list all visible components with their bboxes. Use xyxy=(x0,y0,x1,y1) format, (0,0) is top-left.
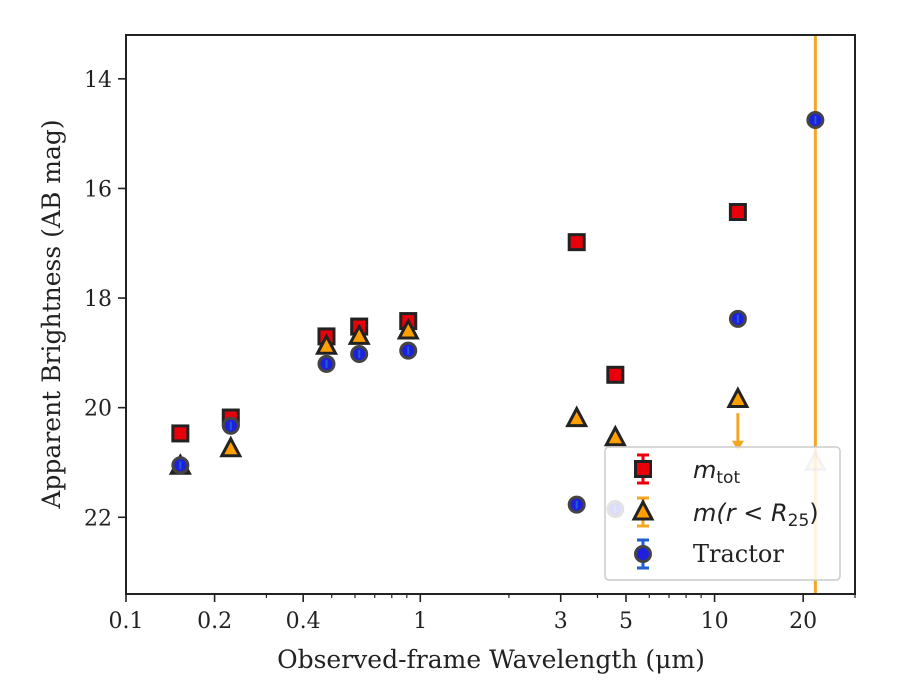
x-tick-label: 10 xyxy=(701,609,729,634)
legend: mtot m(r < R25) Tractor xyxy=(604,446,841,581)
legend-label-m-r25: m(r < R25) xyxy=(693,499,819,531)
x-tick-label: 5 xyxy=(619,609,633,634)
x-axis-label: Observed-frame Wavelength (μm) xyxy=(277,645,705,674)
x-tick-label: 0.4 xyxy=(286,609,321,634)
y-tick-label: 16 xyxy=(84,177,112,202)
legend-box xyxy=(604,446,841,581)
y-tick-label: 14 xyxy=(84,68,112,93)
m-r25-point xyxy=(314,333,338,355)
m-tot-point xyxy=(606,365,625,384)
x-tick-label: 3 xyxy=(554,609,568,634)
m-r25-point xyxy=(219,435,243,458)
m-tot-point xyxy=(728,203,747,222)
legend-square-marker xyxy=(634,460,652,478)
x-tick-label: 20 xyxy=(789,609,817,634)
x-tick-label: 0.1 xyxy=(109,609,144,634)
legend-label-tractor: Tractor xyxy=(693,540,784,568)
m-r25-point xyxy=(347,323,371,345)
axis-ticks: 0.1 0.2 0.4 1 3 5 10 20 14 16 18 20 22 xyxy=(84,68,856,634)
upper-limit-arrowhead xyxy=(731,440,744,451)
legend-triangle-marker xyxy=(631,498,655,521)
y-tick-label: 20 xyxy=(84,397,112,422)
m-r25-point xyxy=(565,405,589,428)
m-r25-point xyxy=(603,424,627,447)
legend-label-m-tot: mtot xyxy=(693,456,740,488)
y-axis-label: Apparent Brightness (AB mag) xyxy=(37,119,66,509)
legend-circle-marker xyxy=(634,545,652,563)
x-tick-label: 0.2 xyxy=(197,609,232,634)
m-r25-point xyxy=(396,317,420,340)
m-tot-point xyxy=(567,233,586,252)
x-tick-label: 1 xyxy=(413,609,427,634)
y-tick-label: 22 xyxy=(84,506,112,531)
m-tot-point xyxy=(171,424,190,443)
m-r25-point xyxy=(726,386,750,408)
y-tick-label: 18 xyxy=(84,287,112,312)
